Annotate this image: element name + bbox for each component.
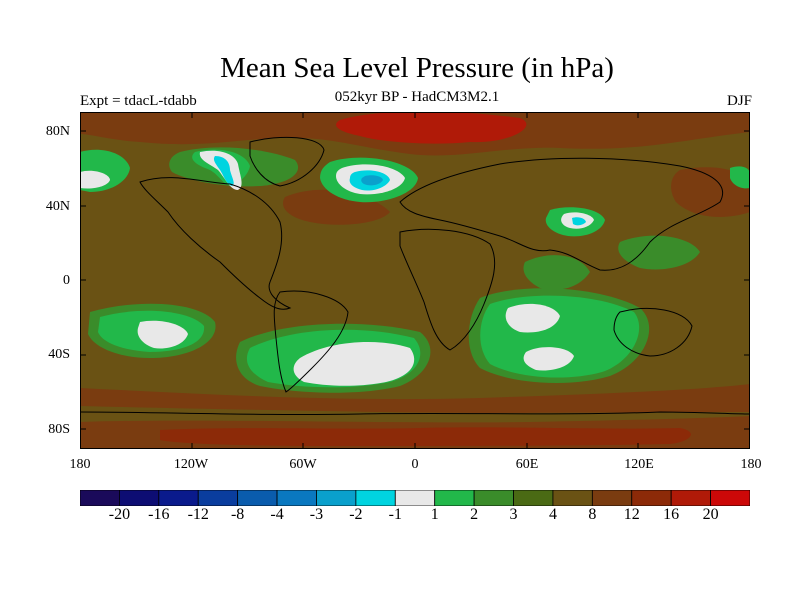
lon-ticks: [191, 112, 639, 449]
colorbar-label: 20: [702, 506, 719, 523]
colorbar-label: -3: [309, 506, 324, 523]
lon-label-0: 0: [411, 457, 419, 472]
colorbar-label: -4: [270, 506, 284, 523]
colorbar-label: -1: [388, 506, 402, 523]
colorbar-label: 1: [430, 506, 439, 523]
colorbar-label: 8: [588, 506, 597, 523]
coast-eurasia: [399, 157, 723, 271]
plot-subtitle: 052kyr BP - HadCM3M2.1: [334, 89, 500, 105]
colorbar-label: 2: [470, 506, 479, 523]
colorbar-label: 12: [623, 506, 640, 523]
north-pacific-high: [671, 167, 750, 217]
antarctic-high-core: [160, 427, 691, 446]
coast-north-america: [139, 177, 292, 310]
lon-label-120w: 120W: [173, 457, 209, 472]
south-pacific-low-core: [137, 320, 188, 349]
lon-label-60w: 60W: [289, 457, 317, 472]
coast-africa: [399, 228, 496, 351]
colorbar-swatch: [355, 490, 396, 506]
lat-label-0: 0: [63, 273, 70, 288]
colorbar-swatch: [197, 490, 239, 506]
colorbar-swatch: [158, 490, 199, 506]
colorbar-label: -2: [349, 506, 363, 523]
lat-label-80n: 80N: [45, 124, 70, 139]
pacific-east-low: [730, 166, 750, 189]
colorbar-swatch: [434, 490, 475, 506]
lon-label-120e: 120E: [624, 457, 654, 472]
coast-south-america: [273, 290, 349, 393]
coast-antarctica: [80, 411, 750, 416]
colorbar-swatch: [631, 490, 672, 506]
lat-label-80s: 80S: [48, 422, 70, 437]
lat-label-40s: 40S: [48, 347, 70, 362]
lon-label-180w: 180: [69, 457, 91, 472]
tropical-band-pacific: [618, 235, 700, 270]
colorbar-label: -8: [230, 506, 245, 523]
coast-greenland: [249, 136, 325, 187]
colorbar-swatch: [473, 490, 514, 506]
colorbar-label: -16: [148, 506, 170, 523]
tropical-band-africa: [523, 255, 590, 290]
colorbar-swatch: [513, 490, 554, 506]
colorbar-label: 3: [509, 506, 518, 523]
colorbar-label: 16: [663, 506, 680, 523]
experiment-label: Expt = tdacL-tdabb: [80, 93, 197, 109]
colorbar: [80, 490, 750, 506]
indian-ocean-low-core1: [505, 303, 560, 333]
colorbar-swatch: [119, 490, 160, 506]
icelandic-low-deep: [361, 175, 383, 186]
pressure-map: [80, 112, 750, 449]
arctic-high-core: [336, 112, 527, 144]
southern-ocean-low-core: [293, 342, 415, 386]
colorbar-swatch: [591, 490, 633, 506]
lon-label-60e: 60E: [515, 457, 539, 472]
colorbar-swatch: [80, 490, 120, 506]
pacific-low-west-core: [80, 170, 110, 189]
coast-australia: [613, 307, 693, 357]
colorbar-swatch: [552, 490, 593, 506]
season-label: DJF: [726, 93, 752, 109]
colorbar-swatch: [710, 490, 750, 506]
lat-ticks: [80, 130, 750, 430]
lat-label-40n: 40N: [45, 199, 70, 214]
colorbar-swatch: [237, 490, 278, 506]
east-asia-low-cyan: [572, 217, 586, 226]
lon-label-180e: 180: [740, 457, 762, 472]
colorbar-label: 4: [548, 506, 557, 523]
colorbar-swatch: [316, 490, 357, 506]
plot-title: Mean Sea Level Pressure (in hPa): [220, 52, 614, 84]
antarctic-ring: [80, 384, 750, 413]
colorbar-label: -12: [187, 506, 209, 523]
low-greenland-cyan: [213, 156, 234, 186]
colorbar-swatch: [276, 490, 317, 506]
colorbar-swatch: [670, 490, 711, 506]
colorbar-label: -20: [108, 506, 131, 523]
indian-ocean-low-core2: [523, 347, 574, 371]
colorbar-swatch: [394, 490, 436, 506]
